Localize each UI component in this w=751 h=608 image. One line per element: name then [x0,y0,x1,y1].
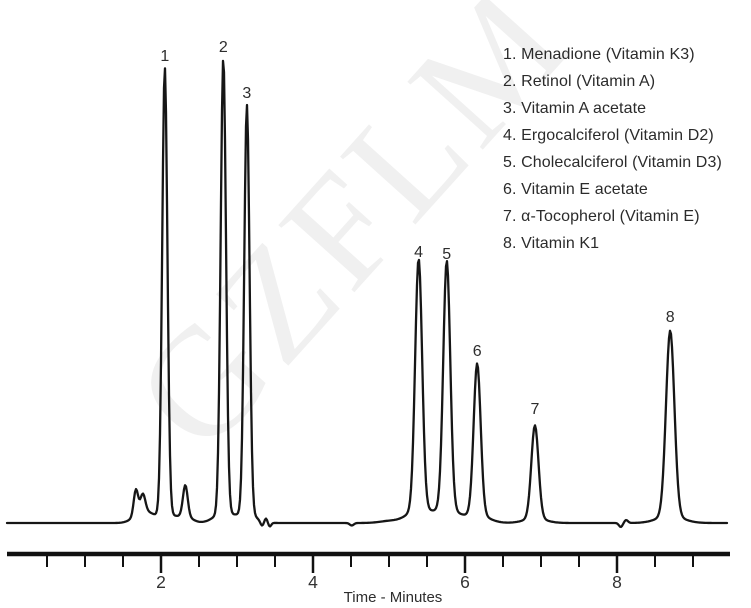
peak-label-8: 8 [665,309,675,326]
chromatogram-trace [5,59,729,529]
peak-label-2: 2 [218,39,228,56]
x-tick-label: 6 [460,572,470,592]
legend-item: 2. Retinol (Vitamin A) [503,73,656,90]
peak-label-7: 7 [530,401,540,418]
legend-item: 4. Ergocalciferol (Vitamin D2) [503,127,714,144]
x-tick-label: 8 [612,572,622,592]
x-axis-title: Time - Minutes [343,589,443,606]
peak-label-4: 4 [414,244,424,261]
legend: 1. Menadione (Vitamin K3) 2. Retinol (Vit… [503,41,722,257]
legend-item: 3. Vitamin A acetate [503,100,647,117]
peak-label-1: 1 [160,48,170,65]
legend-item: 8. Vitamin K1 [503,235,600,252]
legend-item: 5. Cholecalciferol (Vitamin D3) [503,154,722,171]
peak-label-3: 3 [242,85,252,102]
peak-label-6: 6 [472,343,482,360]
x-tick-label: 4 [308,572,318,592]
legend-item: 6. Vitamin E acetate [503,181,648,198]
legend-item: 1. Menadione (Vitamin K3) [503,46,695,63]
peak-label-5: 5 [442,246,452,263]
x-tick-label: 2 [156,572,166,592]
legend-item: 7. α-Tocopherol (Vitamin E) [503,208,700,225]
